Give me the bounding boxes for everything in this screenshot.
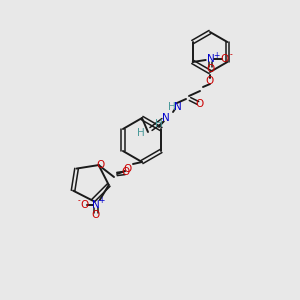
Text: H: H: [137, 128, 145, 138]
Text: O: O: [81, 200, 89, 210]
Text: -: -: [229, 50, 232, 59]
Text: +: +: [214, 50, 220, 59]
Text: +: +: [99, 196, 105, 206]
Text: O: O: [97, 160, 105, 170]
Text: O: O: [124, 164, 132, 174]
Text: O: O: [220, 54, 229, 64]
Text: N: N: [174, 102, 182, 112]
Text: O: O: [207, 64, 215, 74]
Text: O: O: [195, 99, 203, 109]
Text: -: -: [77, 196, 80, 206]
Text: H: H: [155, 119, 163, 129]
Text: H: H: [168, 102, 176, 112]
Text: O: O: [206, 76, 214, 86]
Text: N: N: [207, 54, 214, 64]
Text: O: O: [92, 210, 100, 220]
Text: N: N: [92, 200, 100, 210]
Text: O: O: [122, 167, 130, 177]
Text: N: N: [162, 113, 170, 123]
